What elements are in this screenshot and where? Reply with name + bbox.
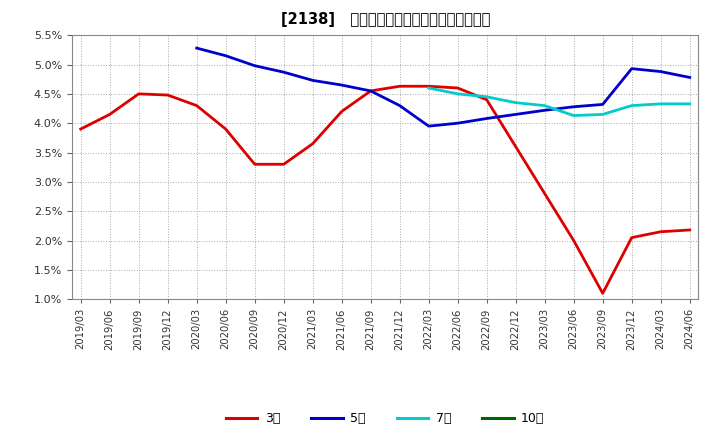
- 3年: [251, 161, 259, 167]
- Title: [2138]   経常利益マージンの標準偏差の推移: [2138] 経常利益マージンの標準偏差の推移: [281, 12, 490, 27]
- 3年: [163, 92, 172, 98]
- 5年: [279, 70, 288, 75]
- 3年: [657, 229, 665, 235]
- 3年: [685, 227, 694, 233]
- 7年: [570, 113, 578, 118]
- 3年: [395, 84, 404, 89]
- 3年: [338, 109, 346, 114]
- 3年: [105, 112, 114, 117]
- Legend: 3年, 5年, 7年, 10年: 3年, 5年, 7年, 10年: [221, 407, 549, 430]
- 5年: [685, 75, 694, 80]
- 7年: [627, 103, 636, 108]
- 5年: [541, 108, 549, 113]
- 7年: [454, 91, 462, 96]
- 5年: [482, 116, 491, 121]
- 7年: [657, 101, 665, 106]
- 5年: [657, 69, 665, 74]
- 5年: [627, 66, 636, 71]
- 3年: [598, 291, 607, 296]
- 5年: [221, 53, 230, 59]
- 3年: [308, 141, 317, 147]
- 3年: [541, 191, 549, 196]
- 7年: [598, 112, 607, 117]
- 5年: [338, 82, 346, 88]
- 5年: [251, 63, 259, 68]
- 3年: [192, 103, 201, 108]
- 7年: [685, 101, 694, 106]
- 3年: [366, 88, 375, 94]
- 3年: [570, 238, 578, 243]
- 3年: [454, 85, 462, 91]
- 3年: [482, 97, 491, 103]
- 3年: [279, 161, 288, 167]
- 5年: [366, 88, 375, 94]
- 3年: [511, 144, 520, 149]
- 7年: [482, 94, 491, 99]
- 7年: [511, 100, 520, 105]
- 3年: [221, 126, 230, 132]
- 3年: [135, 91, 143, 96]
- 5年: [511, 112, 520, 117]
- 5年: [570, 104, 578, 110]
- 7年: [541, 103, 549, 108]
- 7年: [424, 85, 433, 91]
- 5年: [395, 103, 404, 108]
- Line: 5年: 5年: [197, 48, 690, 126]
- 5年: [454, 121, 462, 126]
- Line: 3年: 3年: [81, 86, 690, 293]
- 3年: [627, 235, 636, 240]
- Line: 7年: 7年: [428, 88, 690, 116]
- 3年: [424, 84, 433, 89]
- 5年: [598, 102, 607, 107]
- 5年: [424, 124, 433, 129]
- 5年: [308, 78, 317, 83]
- 3年: [76, 126, 85, 132]
- 5年: [192, 45, 201, 51]
